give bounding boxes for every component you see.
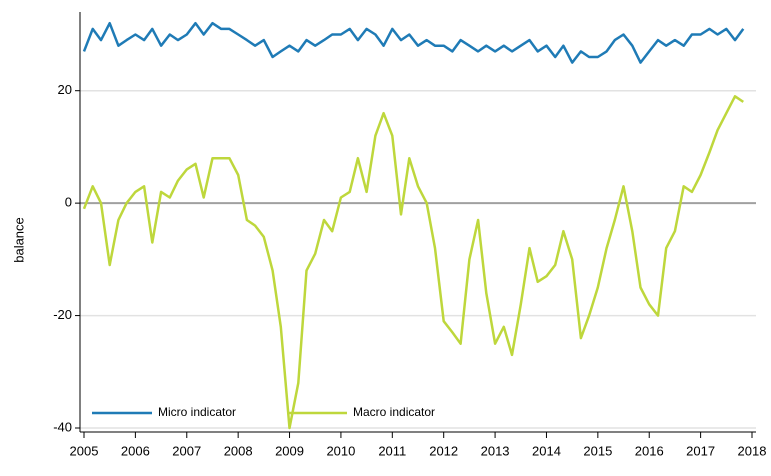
x-tick-label: 2005	[70, 443, 99, 458]
y-tick-label: -40	[53, 419, 72, 434]
legend-label: Macro indicator	[353, 405, 435, 419]
x-tick-label: 2016	[635, 443, 664, 458]
legend-label: Micro indicator	[158, 405, 236, 419]
x-tick-label: 2017	[686, 443, 715, 458]
x-tick-label: 2008	[224, 443, 253, 458]
y-tick-label: -20	[53, 307, 72, 322]
y-tick-label: 0	[65, 195, 72, 210]
line-series	[82, 95, 744, 430]
y-axis-label: balance	[11, 217, 26, 263]
x-tick-label: 2010	[326, 443, 355, 458]
x-tick-label: 2012	[429, 443, 458, 458]
x-tick-label: 2011	[378, 443, 406, 458]
x-tick-label: 2007	[172, 443, 201, 458]
x-tick-label: 2009	[275, 443, 304, 458]
line-series	[82, 21, 745, 64]
x-tick-label: 2013	[481, 443, 510, 458]
x-tick-label: 2014	[532, 443, 561, 458]
x-tick-label: 2006	[121, 443, 150, 458]
x-tick-label: 2018	[738, 443, 767, 458]
x-tick-label: 2015	[583, 443, 612, 458]
y-tick-label: 20	[58, 82, 72, 97]
